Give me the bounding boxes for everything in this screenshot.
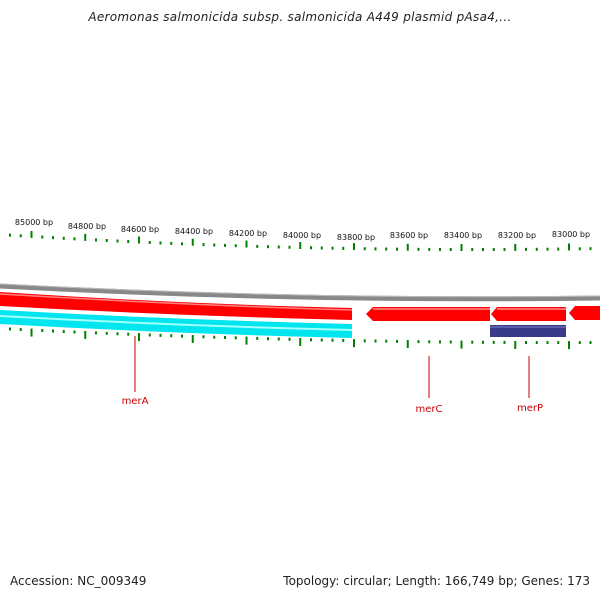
outer-tick-row (9, 230, 592, 252)
topology-summary: Topology: circular; Length: 166,749 bp; … (283, 574, 590, 588)
ruler-tick-label: 85000 bp (15, 218, 53, 227)
gene-label-mera[interactable]: merA (122, 396, 149, 407)
ruler-tick-label: 83600 bp (390, 231, 428, 240)
ruler-tick-label: 83400 bp (444, 231, 482, 240)
ruler-tick-label: 84000 bp (283, 231, 321, 240)
gene-label-merp[interactable]: merP (517, 403, 543, 414)
backbone-arc (0, 283, 600, 302)
gene-arrow-merc[interactable] (366, 307, 490, 321)
protein-bar-merp[interactable] (490, 325, 566, 337)
ruler-tick-label: 84800 bp (68, 222, 106, 231)
gene-arrow-merp[interactable] (491, 307, 566, 321)
ruler-tick-label: 83200 bp (498, 231, 536, 240)
ruler-tick-label: 84200 bp (229, 229, 267, 238)
map-title: Aeromonas salmonicida subsp. salmonicida… (88, 10, 512, 24)
gene-arrow-next[interactable] (569, 306, 600, 320)
gene-label-merc[interactable]: merC (416, 404, 443, 415)
ruler-tick-label: 83000 bp (552, 230, 590, 239)
accession-text: Accession: NC_009349 (10, 574, 147, 588)
ruler-tick-label: 83800 bp (337, 233, 375, 242)
ruler-tick-label: 84600 bp (121, 225, 159, 234)
ruler-tick-label: 84400 bp (175, 227, 213, 236)
inner-tick-row (9, 327, 592, 350)
ruler-labels: 85000 bp 84800 bp 84600 bp 84400 bp 84200 bp… (15, 218, 590, 242)
